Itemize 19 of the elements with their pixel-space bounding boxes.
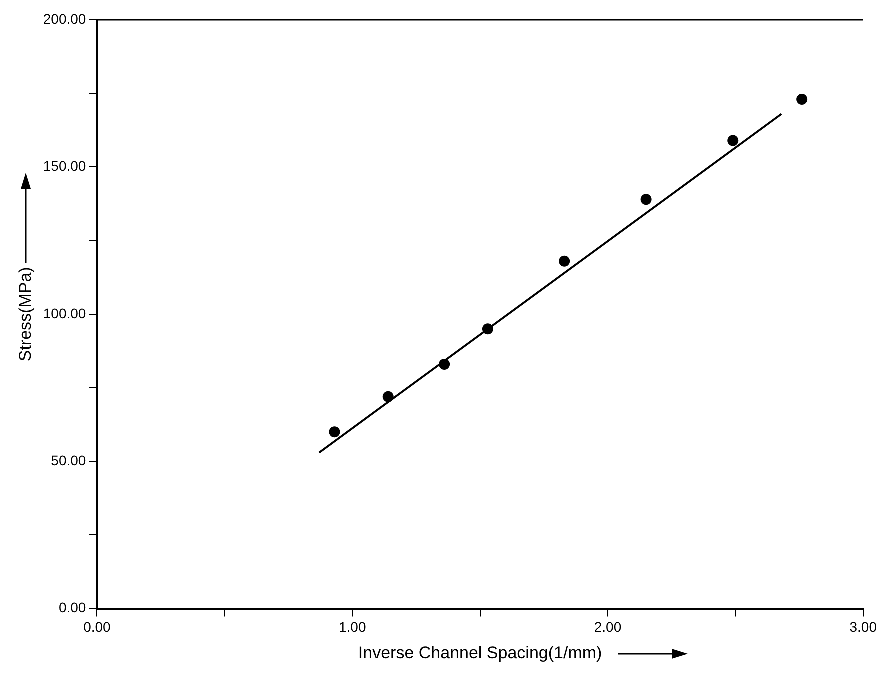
point (728, 135, 739, 146)
x-tick-label: 0.00 (84, 619, 112, 636)
point (482, 324, 494, 335)
y-tick-label: 200.00 (43, 10, 86, 27)
point (439, 358, 450, 370)
y-tick-label: 150.00 (43, 158, 86, 174)
point (640, 194, 652, 206)
y-tick-label: 50.00 (51, 452, 86, 468)
x-tick-label: 3.00 (850, 619, 878, 636)
point (559, 256, 570, 267)
point (329, 426, 340, 438)
y-axis-title: Stress(MPa) (16, 267, 35, 362)
x-tick-label: 2.00 (594, 619, 622, 636)
point (796, 94, 808, 105)
point (382, 391, 394, 402)
y-tick-label: 0.00 (58, 600, 86, 616)
x-tick-label: 1.00 (338, 619, 366, 636)
x-axis-title: Inverse Channel Spacing(1/mm) (358, 643, 602, 662)
y-tick-label: 100.00 (43, 305, 86, 322)
